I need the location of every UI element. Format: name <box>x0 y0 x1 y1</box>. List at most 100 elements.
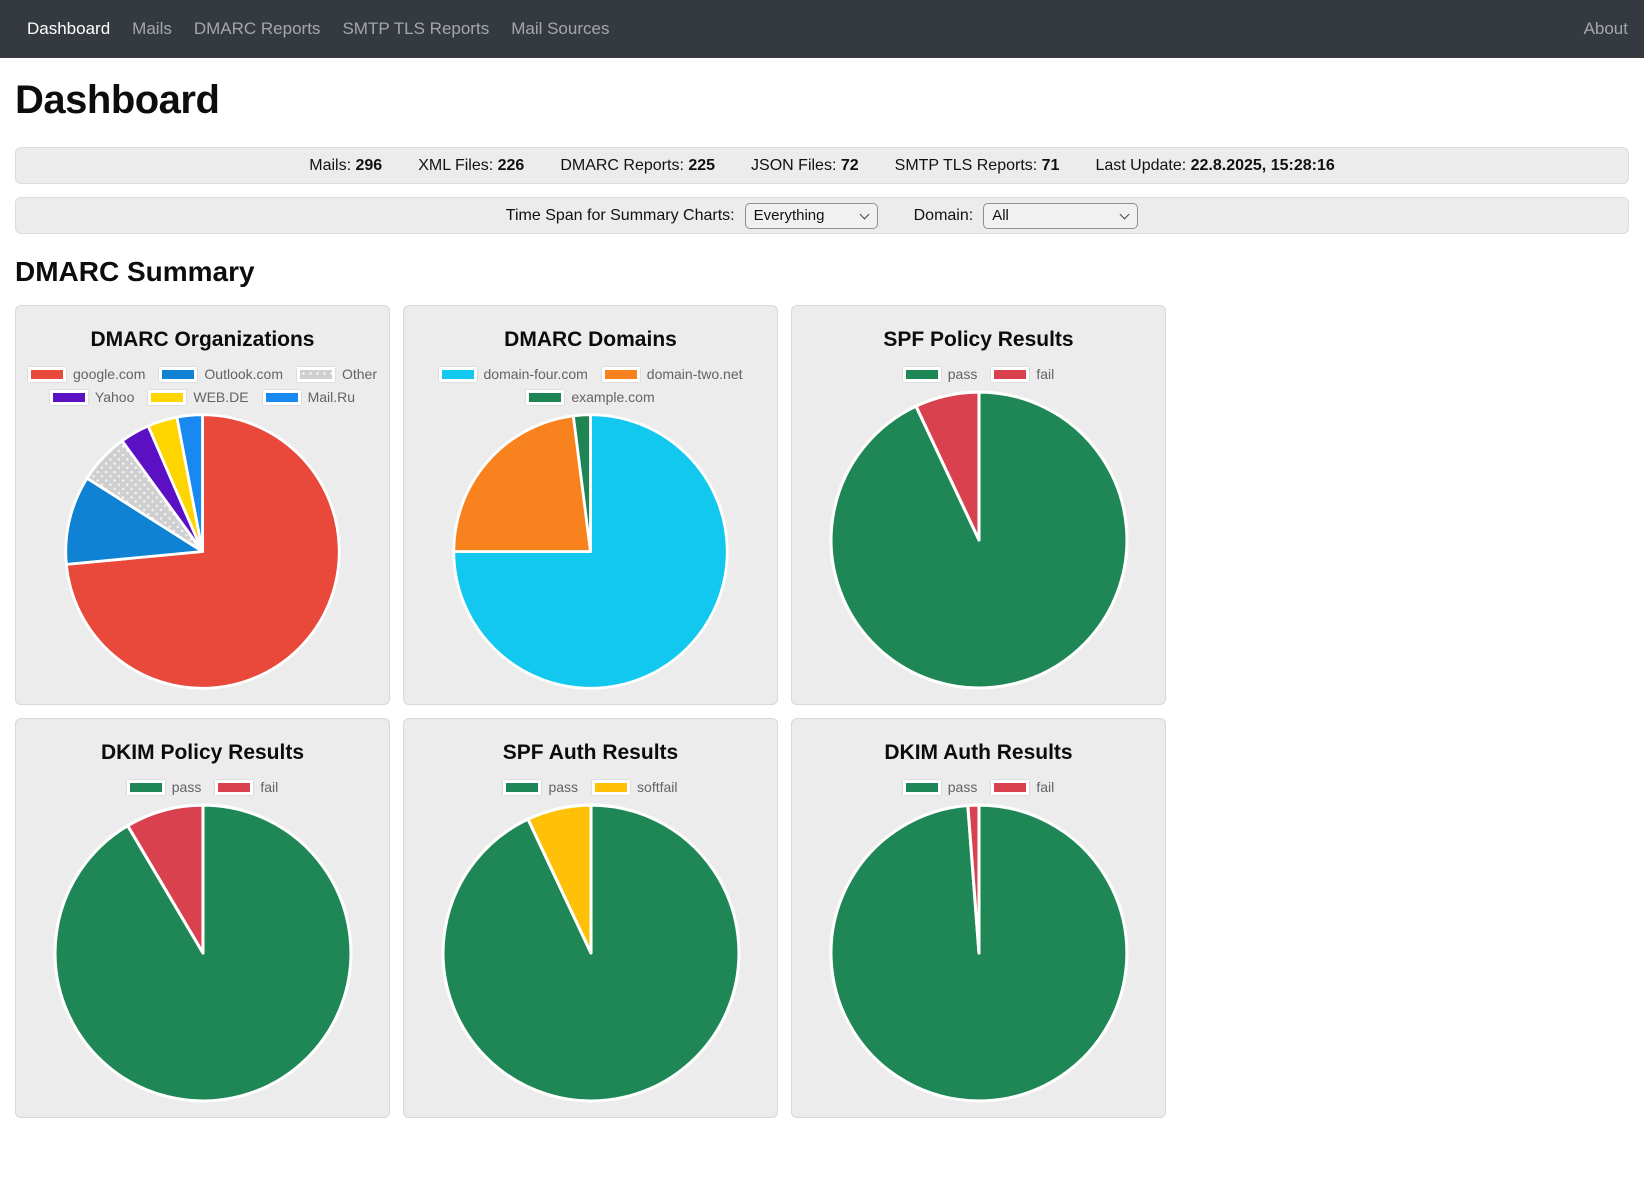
legend-label: fail <box>1036 779 1055 795</box>
legend-swatch <box>262 389 301 405</box>
pie-wrap <box>404 795 777 1117</box>
pie-slice-softfail <box>525 803 593 955</box>
legend-item-pass: pass <box>126 779 202 795</box>
nav-item-about[interactable]: About <box>1583 19 1628 38</box>
legend-label: domain-two.net <box>646 366 743 382</box>
pie-wrap <box>404 405 777 704</box>
legend-item-domain-four-com: domain-four.com <box>438 366 588 382</box>
legend-label: pass <box>548 779 579 795</box>
pie-slice-fail <box>913 390 981 542</box>
legend-label: pass <box>947 779 978 795</box>
section-title: DMARC Summary <box>15 256 255 287</box>
legend-item-outlook-com: Outlook.com <box>159 366 283 382</box>
chart-title: DKIM Policy Results <box>100 741 305 764</box>
legend-item-softfail: softfail <box>592 779 678 795</box>
time-span-label: Time Span for Summary Charts: <box>505 206 735 224</box>
chart-legend: pass fail <box>126 779 278 795</box>
domain-select-wrap: All <box>983 202 1139 229</box>
chart-legend: google.com Outlook.com Other Yahoo WEB.DE Mai… <box>28 366 378 405</box>
legend-label: softfail <box>637 779 678 795</box>
legend-item-yahoo: Yahoo <box>49 389 135 405</box>
chart-panel-dmarc-organizations: DMARC Organizations google.com Outlook.com… <box>15 305 390 705</box>
time-span-select-wrap: Everything <box>744 202 878 229</box>
legend-label: Mail.Ru <box>307 389 356 405</box>
chart-legend: pass fail <box>902 366 1054 382</box>
legend-label: domain-four.com <box>483 366 588 382</box>
controls-bar: Time Span for Summary Charts: Everything… <box>15 197 1629 234</box>
legend-swatch <box>902 366 941 382</box>
nav-item-smtp-tls-reports[interactable]: SMTP TLS Reports <box>342 19 490 38</box>
legend-swatch <box>438 366 477 382</box>
pie-chart-dmarc-domains <box>452 413 729 690</box>
nav-item-mails[interactable]: Mails <box>132 19 172 38</box>
legend-swatch <box>503 779 542 795</box>
legend-label: pass <box>171 779 202 795</box>
pie-slice-mail-ru <box>175 413 204 553</box>
legend-label: pass <box>947 366 978 382</box>
pie-slice-domain-four-com <box>452 413 729 690</box>
nav-item-mail-sources[interactable]: Mail Sources <box>511 19 610 38</box>
legend-item-fail: fail <box>215 779 278 795</box>
legend-swatch <box>148 389 187 405</box>
pie-slice-example-com <box>571 413 592 553</box>
chart-title: DMARC Domains <box>504 328 677 351</box>
legend-swatch <box>902 779 941 795</box>
legend-swatch <box>526 389 565 405</box>
nav-links: Dashboard Mails DMARC Reports SMTP TLS Repo… <box>16 11 1573 47</box>
navbar: Dashboard Mails DMARC Reports SMTP TLS Repo… <box>0 0 1644 58</box>
chart-panel-dkim-auth-results: DKIM Auth Results pass fail <box>791 718 1166 1118</box>
legend-item-pass: pass <box>902 779 978 795</box>
chart-title: DMARC Organizations <box>90 328 315 351</box>
legend-label: Yahoo <box>94 389 135 405</box>
time-span-select[interactable]: Everything <box>744 202 878 229</box>
pie-chart-dkim-auth-results <box>828 803 1128 1103</box>
pie-chart-spf-policy-results <box>829 390 1128 690</box>
legend-swatch <box>601 366 640 382</box>
legend-item-pass: pass <box>503 779 578 795</box>
legend-item-google-com: google.com <box>28 366 145 382</box>
stat-mails: Mails: 296 <box>309 156 383 174</box>
legend-swatch <box>215 779 254 795</box>
domain-select[interactable]: All <box>983 202 1139 229</box>
chart-legend: pass fail <box>902 779 1054 795</box>
pie-wrap <box>792 382 1165 704</box>
chart-title: DKIM Auth Results <box>884 741 1073 764</box>
main-content: Dashboard Mails: 296 XML Files: 226 DMARC … <box>0 78 1644 1158</box>
pie-slice-domain-two-net <box>452 414 592 553</box>
stats-bar: Mails: 296 XML Files: 226 DMARC Reports: 2… <box>15 147 1629 184</box>
legend-label: example.com <box>571 389 655 405</box>
legend-label: fail <box>260 779 279 795</box>
legend-label: WEB.DE <box>193 389 249 405</box>
legend-label: Outlook.com <box>204 366 283 382</box>
chart-panel-dkim-policy-results: DKIM Policy Results pass fail <box>15 718 390 1118</box>
legend-swatch <box>991 779 1030 795</box>
legend-label: fail <box>1036 366 1055 382</box>
pie-slice-fail <box>125 803 205 955</box>
chart-title: SPF Auth Results <box>502 741 679 764</box>
pie-slice-fail <box>965 803 981 955</box>
legend-item-fail: fail <box>991 366 1054 382</box>
legend-item-fail: fail <box>991 779 1054 795</box>
stat-last-update: Last Update: 22.8.2025, 15:28:16 <box>1095 156 1335 174</box>
pie-slice-outlook-com <box>64 476 204 566</box>
pie-chart-dkim-policy-results <box>53 803 352 1103</box>
legend-label: google.com <box>73 366 146 382</box>
chart-panel-spf-policy-results: SPF Policy Results pass fail <box>791 305 1166 705</box>
legend-swatch <box>126 779 165 795</box>
legend-item-pass: pass <box>902 366 978 382</box>
charts-grid: DMARC Organizations google.com Outlook.com… <box>15 305 1553 1118</box>
legend-swatch <box>991 366 1030 382</box>
stat-xml-files: XML Files: 226 <box>418 156 525 174</box>
legend-swatch <box>296 366 335 382</box>
pie-wrap <box>792 795 1165 1117</box>
chart-panel-dmarc-domains: DMARC Domains domain-four.com domain-two.n… <box>403 305 778 705</box>
legend-swatch <box>28 366 66 382</box>
legend-item-web-de: WEB.DE <box>148 389 249 405</box>
nav-item-dmarc-reports[interactable]: DMARC Reports <box>193 19 321 38</box>
chart-legend: domain-four.com domain-two.net example.com <box>416 366 766 405</box>
nav-item-dashboard[interactable]: Dashboard <box>27 19 111 38</box>
chart-legend: pass softfail <box>503 779 678 795</box>
chart-title: SPF Policy Results <box>883 328 1074 351</box>
pie-chart-dmarc-organizations <box>64 413 341 690</box>
legend-swatch <box>49 389 88 405</box>
